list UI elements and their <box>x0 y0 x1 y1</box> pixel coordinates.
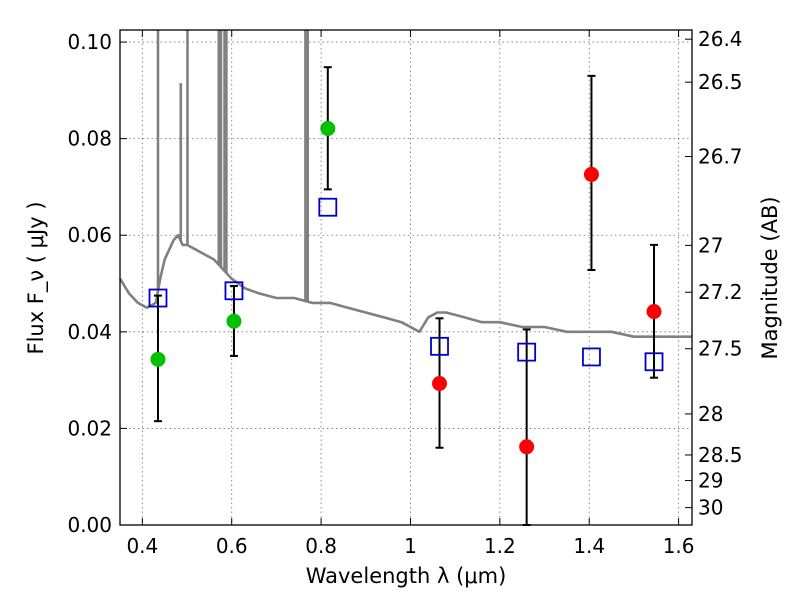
plot-frame <box>119 29 693 526</box>
right-tick-label: 30 <box>698 496 723 520</box>
right-tick-label: 26.7 <box>698 145 743 169</box>
model-photometry-square <box>430 336 449 356</box>
right-tick-label: 27 <box>698 233 723 257</box>
model-photometry-square <box>148 288 168 308</box>
x-tick-label: 1.4 <box>573 534 605 558</box>
ticks-layer: 0.4 0.6 0.8 1 1.2 1.4 1.6 0.00 0.02 0.04 0.06 0.08 0… <box>67 27 742 558</box>
x-tick-label: 0.8 <box>305 534 337 558</box>
right-tick-label: 26.5 <box>698 70 743 94</box>
red-data-point <box>519 439 535 455</box>
model-photometry-square <box>318 197 338 217</box>
y-tick-label: 0.04 <box>67 320 112 344</box>
model-photometry-square <box>644 352 664 372</box>
model-spectrum-line <box>118 233 692 338</box>
right-tick-label: 29 <box>698 469 723 493</box>
model-photometry-square <box>517 342 537 362</box>
green-data-point <box>150 351 166 367</box>
y-axis-label: Flux F_ν ( μJy ) <box>24 201 49 354</box>
right-tick-label: 27.2 <box>698 280 743 304</box>
model-photometry-square <box>224 281 244 301</box>
red-data-point <box>646 304 662 320</box>
y-tick-label: 0.02 <box>67 416 112 440</box>
red-data-point <box>432 376 448 392</box>
model-photometry-layer <box>148 197 664 372</box>
x-tick-label: 1.2 <box>484 534 516 558</box>
y-tick-label: 0.06 <box>67 223 112 247</box>
right-tick-label: 27.5 <box>698 337 743 361</box>
y-tick-label: 0.08 <box>67 127 112 151</box>
green-data-point <box>320 121 336 137</box>
x-tick-label: 0.4 <box>126 534 158 558</box>
right-tick-label: 28 <box>698 402 723 426</box>
y-tick-label: 0.00 <box>67 513 112 537</box>
y-tick-label: 0.10 <box>67 30 112 54</box>
x-tick-label: 0.6 <box>216 534 248 558</box>
x-axis-label: Wavelength λ (μm) <box>306 564 507 588</box>
grid-lines <box>120 30 692 526</box>
right-tick-label: 28.5 <box>698 443 743 467</box>
right-axis-label: Magnitude (AB) <box>758 196 782 359</box>
model-photometry-square <box>582 347 601 367</box>
right-tick-label: 26.4 <box>698 27 743 51</box>
model-spectrum-layer <box>118 30 692 338</box>
green-data-point <box>226 313 242 329</box>
red-data-point <box>583 166 599 182</box>
x-tick-label: 1.6 <box>663 534 695 558</box>
error-bars-layer <box>153 66 659 526</box>
x-tick-label: 1 <box>404 534 417 558</box>
data-points-layer <box>150 121 662 455</box>
